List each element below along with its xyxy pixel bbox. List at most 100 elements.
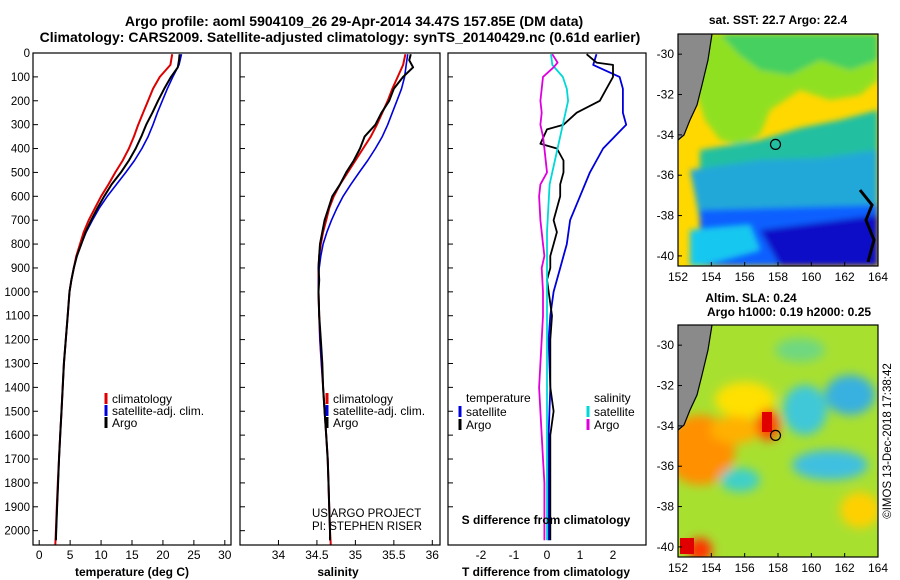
lon-tick-label-154: 154: [701, 561, 721, 575]
legend-salinity-heading: salinity: [594, 391, 631, 405]
depth-tick-label-1000: 1000: [4, 287, 30, 299]
sla-map-ticks: 152 154 156 158 160 162 164 -30 -32 -34 -36 -38 -40: [657, 338, 889, 575]
depth-tick-label-1400: 1400: [4, 382, 30, 394]
x-tick-label-1: -1: [509, 548, 520, 562]
legend-s-satellite: satellite: [594, 405, 635, 419]
x-tick-label-1: 1: [577, 548, 584, 562]
difference-lines: [538, 53, 628, 541]
depth-tick-label-200: 200: [11, 96, 30, 108]
lat-tick-label-36: -36: [657, 168, 675, 182]
lon-tick-label-164: 164: [868, 270, 888, 284]
difference-frame: [447, 52, 647, 546]
depth-tick-label-400: 400: [11, 144, 30, 156]
legend-argo: Argo: [112, 416, 138, 430]
series-argo: [317, 53, 415, 541]
x-tick-label-36: 36: [426, 548, 440, 562]
lon-tick-label-156: 156: [735, 561, 755, 575]
legend-climatology: climatology: [333, 392, 393, 406]
lat-tick-label-34: -34: [657, 419, 675, 433]
depth-tick-label-1100: 1100: [5, 311, 30, 323]
lon-tick-label-162: 162: [835, 561, 855, 575]
x-tick-label-25: 25: [187, 548, 201, 562]
sla-field: [678, 325, 878, 557]
depth-tick-label-1500: 1500: [4, 406, 30, 418]
series-s-satellite: [546, 54, 569, 541]
x-tick-label-0: 0: [544, 548, 551, 562]
legend-temperature-heading: temperature: [466, 391, 531, 405]
lat-tick-label-38: -38: [657, 209, 675, 223]
lon-tick-label-162: 162: [835, 270, 855, 284]
depth-tick-label-0: 0: [24, 48, 30, 60]
argo-float-marker: [769, 429, 782, 441]
salinity-frame: [239, 52, 441, 546]
legend-satellite: satellite-adj. clim.: [112, 404, 204, 418]
x-tick-label-30: 30: [218, 548, 232, 562]
lon-tick-label-154: 154: [701, 270, 721, 284]
credit-line-2: PI: STEPHEN RISER: [312, 521, 422, 533]
x-tick-label-15: 15: [125, 548, 139, 562]
depth-tick-label-100: 100: [11, 72, 30, 84]
depth-tick-label-300: 300: [11, 120, 30, 132]
sst-map: sat. SST: 22.7 Argo: 22.4 152 154 156 158 16…: [657, 13, 889, 284]
sla-map-title: Altim. SLA: 0.24: [705, 291, 797, 305]
temperature-legend: climatology satellite-adj. clim. Argo: [104, 392, 204, 430]
legend-t-satellite: satellite: [466, 405, 507, 419]
sst-map-ticks: 152 154 156 158 160 162 164 -30 -32 -34 -36 -38 -40: [657, 47, 889, 284]
x-tick-label-2: -2: [476, 548, 487, 562]
depth-tick-label-1900: 1900: [4, 502, 30, 514]
lat-tick-label-34: -34: [657, 128, 675, 142]
depth-tick-label-2000: 2000: [4, 526, 30, 538]
lon-tick-label-152: 152: [668, 270, 688, 284]
depth-tick-label-1600: 1600: [4, 430, 30, 442]
lat-tick-label-40: -40: [657, 540, 675, 554]
salinity-panel: 34 34.5 35 35.5 36 salinity climatology sate…: [239, 52, 441, 579]
title-line-2: Climatology: CARS2009. Satellite-adjuste…: [40, 29, 641, 45]
salinity-legend: climatology satellite-adj. clim. Argo: [325, 392, 425, 430]
x-tick-label-0: 0: [36, 548, 43, 562]
s-difference-xlabel: S difference from climatology: [462, 513, 631, 527]
series-s-argo: [538, 53, 559, 541]
x-tick-label-35: 35: [349, 548, 363, 562]
temperature-lines: [54, 54, 183, 546]
depth-tick-label-500: 500: [11, 167, 30, 179]
lon-tick-label-156: 156: [735, 270, 755, 284]
x-tick-label-5: 5: [67, 548, 74, 562]
sla-map: Altim. SLA: 0.24 Argo h1000: 0.19 h2000:…: [657, 291, 889, 575]
lat-tick-label-32: -32: [657, 88, 675, 102]
series-argo: [54, 54, 181, 541]
lat-tick-label-40: -40: [657, 249, 675, 263]
x-tick-label-34: 34: [272, 548, 286, 562]
depth-tick-label-1300: 1300: [4, 358, 30, 370]
t-difference-xlabel: T difference from climatology: [462, 565, 630, 579]
temperature-ticks: 0100200300400500600700800900100011001200…: [4, 48, 231, 562]
depth-tick-label-1700: 1700: [4, 454, 30, 466]
lon-tick-label-158: 158: [768, 561, 788, 575]
depth-tick-label-1800: 1800: [4, 478, 30, 490]
series-climatology: [317, 53, 407, 546]
legend-climatology: climatology: [112, 392, 172, 406]
temperature-xlabel: temperature (deg C): [75, 565, 189, 579]
argo-float-marker: [769, 138, 782, 150]
lon-tick-label-160: 160: [801, 561, 821, 575]
legend-s-argo: Argo: [594, 418, 620, 432]
legend-t-argo: Argo: [466, 418, 492, 432]
sst-field: [678, 34, 878, 266]
legend-satellite: satellite-adj. clim.: [333, 404, 425, 418]
x-tick-label-20: 20: [156, 548, 170, 562]
depth-tick-label-900: 900: [11, 263, 30, 275]
lon-tick-label-158: 158: [768, 270, 788, 284]
credit-line-1: US ARGO PROJECT: [312, 508, 421, 520]
depth-tick-label-700: 700: [11, 215, 30, 227]
legend-argo: Argo: [333, 416, 359, 430]
series-satellite-adj-clim: [55, 54, 183, 541]
difference-legend: temperature satellite Argo salinity sate…: [458, 391, 635, 432]
salinity-lines: [317, 53, 415, 546]
x-tick-label-35-5: 35.5: [382, 548, 406, 562]
land-mask: [678, 325, 712, 430]
lat-tick-label-38: -38: [657, 500, 675, 514]
temperature-panel: 0100200300400500600700800900100011001200…: [4, 48, 231, 579]
salinity-ticks: 34 34.5 35 35.5 36: [240, 52, 440, 562]
x-tick-label-2: 2: [610, 548, 617, 562]
series-satellite-adj-clim: [317, 54, 409, 541]
